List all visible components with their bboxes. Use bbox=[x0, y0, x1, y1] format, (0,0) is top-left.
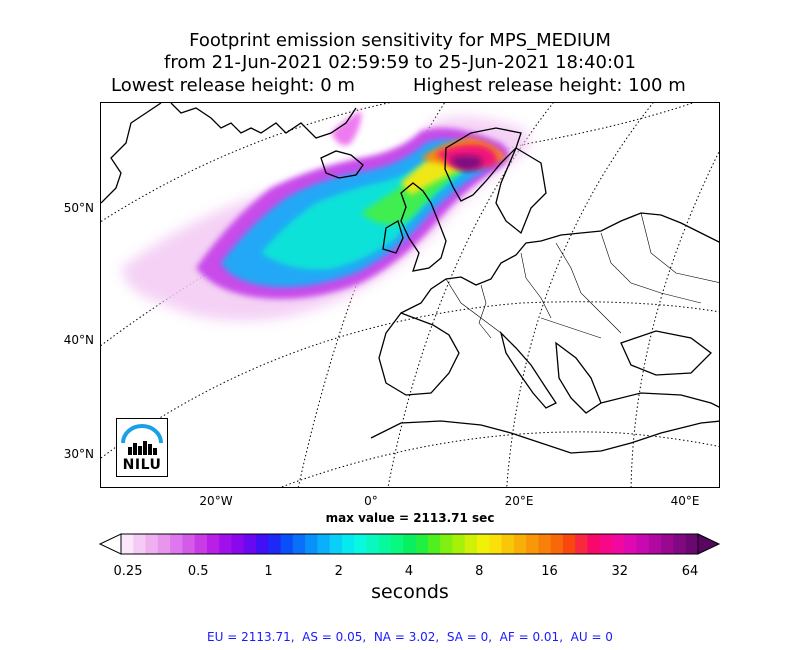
colorbar-cell bbox=[391, 534, 404, 554]
colorbar-cell bbox=[292, 534, 306, 554]
colorbar-outline bbox=[120, 533, 699, 555]
colorbar-cell bbox=[157, 534, 171, 554]
colorbar-cell bbox=[206, 534, 220, 554]
colorbar-tick-label: 32 bbox=[611, 564, 629, 579]
colorbar-cell bbox=[452, 534, 466, 554]
colorbar-cell bbox=[378, 534, 392, 554]
footprint-map bbox=[101, 103, 719, 487]
colorbar-cell bbox=[341, 534, 355, 554]
colorbar-cell bbox=[624, 534, 638, 554]
colorbar-cell bbox=[648, 534, 662, 554]
colorbar-tick-label: 8 bbox=[475, 564, 484, 579]
colorbar-cell bbox=[550, 534, 564, 554]
colorbar-cell bbox=[305, 534, 318, 554]
max-value-label: max value = 2113.71 sec bbox=[325, 511, 495, 525]
title-line-1: Footprint emission sensitivity for MPS_M… bbox=[189, 30, 611, 51]
colorbar-cell bbox=[685, 534, 699, 554]
colorbar-tick-label: 1 bbox=[264, 564, 273, 579]
colorbar-cell bbox=[636, 534, 650, 554]
colorbar-tick-label: 16 bbox=[541, 564, 558, 579]
colorbar-cell bbox=[354, 534, 368, 554]
colorbar-cell bbox=[256, 534, 269, 554]
colorbar-cell bbox=[170, 534, 183, 554]
colorbar-cell bbox=[231, 534, 245, 554]
colorbar-label: seconds bbox=[371, 581, 449, 603]
colorbar-cell bbox=[427, 534, 441, 554]
colorbar-min-arrow bbox=[99, 533, 122, 555]
title-highest-release: Highest release height: 100 m bbox=[413, 75, 686, 96]
colorbar-max-arrow bbox=[697, 533, 721, 555]
colorbar-tick-label: 0.25 bbox=[113, 564, 143, 579]
lon-label-0: 0° bbox=[364, 494, 378, 508]
colorbar-cell bbox=[477, 534, 490, 554]
title-line-2: from 21-Jun-2021 02:59:59 to 25-Jun-2021… bbox=[164, 52, 636, 73]
colorbar-cell bbox=[182, 534, 196, 554]
colorbar-cell bbox=[673, 534, 687, 554]
colorbar-cell bbox=[133, 534, 147, 554]
title-lowest-release: Lowest release height: 0 m bbox=[111, 75, 355, 96]
lat-label-40n: 40°N bbox=[63, 333, 94, 347]
lon-label-20e: 20°E bbox=[504, 494, 534, 508]
coastlines bbox=[101, 103, 719, 454]
colorbar-cell bbox=[415, 534, 429, 554]
colorbar-cell bbox=[575, 534, 589, 554]
nilu-logo-icon bbox=[121, 424, 163, 455]
lat-label-30n: 30°N bbox=[63, 447, 94, 461]
colorbar-cell bbox=[489, 534, 503, 554]
colorbar-cell bbox=[243, 534, 257, 554]
footprint-plume bbox=[121, 111, 529, 321]
map-panel bbox=[100, 102, 720, 488]
colorbar-cell bbox=[219, 534, 232, 554]
colorbar-tick-label: 4 bbox=[404, 564, 414, 579]
lon-label-40e: 40°E bbox=[670, 494, 700, 508]
colorbar-cell bbox=[513, 534, 527, 554]
colorbar-cell bbox=[440, 534, 453, 554]
nilu-logo-text: NILU bbox=[122, 457, 162, 473]
colorbar-cell bbox=[280, 534, 294, 554]
region-totals: EU = 2113.71, AS = 0.05, NA = 3.02, SA =… bbox=[207, 630, 613, 644]
colorbar-cell bbox=[562, 534, 576, 554]
colorbar-cell bbox=[538, 534, 552, 554]
colorbar-cell bbox=[317, 534, 331, 554]
colorbar-cell bbox=[194, 534, 208, 554]
colorbar-tick-label: 0.5 bbox=[187, 564, 209, 579]
colorbar-cell bbox=[366, 534, 380, 554]
nilu-logo: NILU bbox=[116, 418, 168, 477]
colorbar-cell bbox=[501, 534, 515, 554]
colorbar-tick-label: 2 bbox=[334, 564, 343, 579]
colorbar-tick-label: 64 bbox=[681, 564, 699, 579]
colorbar-cell bbox=[329, 534, 343, 554]
colorbar-cell bbox=[121, 534, 134, 554]
colorbar-cell bbox=[587, 534, 601, 554]
lon-label-20w: 20°W bbox=[199, 494, 233, 508]
lat-label-50n: 50°N bbox=[63, 201, 94, 215]
colorbar-cell bbox=[145, 534, 159, 554]
colorbar-cell bbox=[403, 534, 417, 554]
colorbar-cell bbox=[526, 534, 539, 554]
colorbar bbox=[99, 533, 721, 555]
colorbar-cell bbox=[599, 534, 613, 554]
colorbar-cell bbox=[661, 534, 674, 554]
colorbar-cell bbox=[268, 534, 282, 554]
country-borders bbox=[445, 212, 719, 339]
colorbar-cell bbox=[464, 534, 478, 554]
colorbar-cell bbox=[612, 534, 625, 554]
